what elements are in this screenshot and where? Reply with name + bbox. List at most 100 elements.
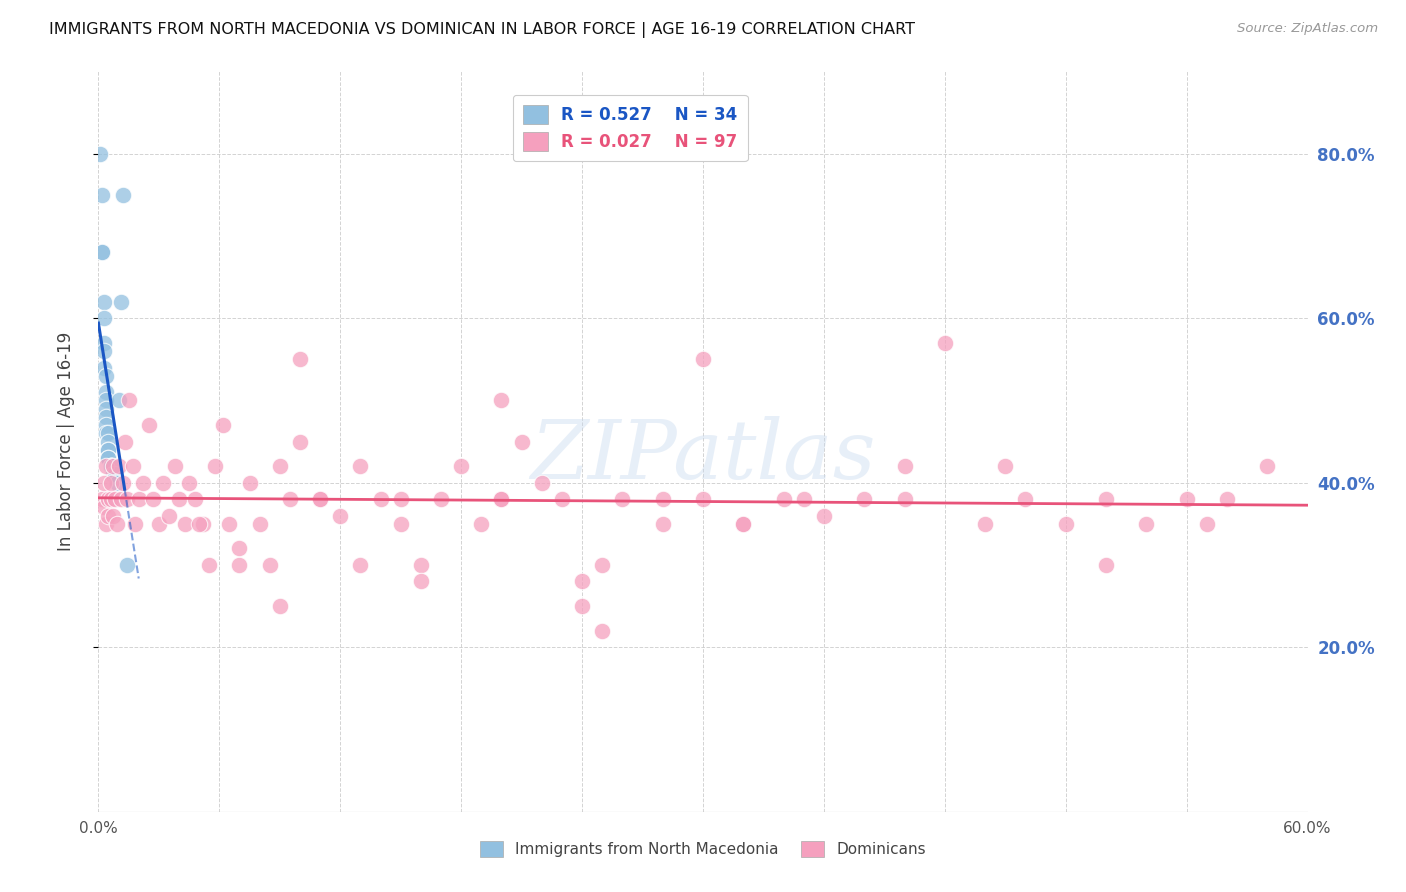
Point <box>571 574 593 589</box>
Point <box>813 508 835 523</box>
Point <box>124 516 146 531</box>
Point <box>612 492 634 507</box>
Point <box>389 492 412 507</box>
Point <box>239 475 262 490</box>
Point <box>228 541 250 556</box>
Point <box>571 599 593 613</box>
Point <box>96 393 118 408</box>
Point <box>100 459 122 474</box>
Point <box>329 508 352 523</box>
Point <box>491 492 513 507</box>
Point <box>93 335 115 350</box>
Point <box>115 558 138 572</box>
Point <box>128 492 150 507</box>
Point <box>389 516 412 531</box>
Point <box>138 418 160 433</box>
Point <box>105 516 128 531</box>
Point <box>121 459 143 474</box>
Point <box>193 516 215 531</box>
Point <box>228 558 250 572</box>
Point <box>100 459 122 474</box>
Point <box>163 459 186 474</box>
Point <box>450 459 472 474</box>
Legend: Immigrants from North Macedonia, Dominicans: Immigrants from North Macedonia, Dominic… <box>474 834 932 863</box>
Point <box>96 409 118 424</box>
Point <box>93 294 115 309</box>
Point <box>204 459 226 474</box>
Point <box>101 467 124 482</box>
Point <box>491 393 513 408</box>
Point <box>278 492 301 507</box>
Point <box>249 516 271 531</box>
Point <box>733 516 755 531</box>
Point <box>349 459 371 474</box>
Point <box>96 459 118 474</box>
Point <box>1095 492 1118 507</box>
Point <box>107 459 129 474</box>
Y-axis label: In Labor Force | Age 16-19: In Labor Force | Age 16-19 <box>56 332 75 551</box>
Point <box>470 516 492 531</box>
Point <box>142 492 165 507</box>
Point <box>651 492 673 507</box>
Point <box>259 558 281 572</box>
Point <box>105 475 128 490</box>
Point <box>269 459 291 474</box>
Point <box>103 492 125 507</box>
Point <box>1175 492 1198 507</box>
Point <box>114 434 136 449</box>
Point <box>551 492 574 507</box>
Point <box>96 516 118 531</box>
Text: ZIPatlas: ZIPatlas <box>530 417 876 496</box>
Point <box>430 492 453 507</box>
Point <box>157 508 180 523</box>
Point <box>184 492 207 507</box>
Point <box>111 475 134 490</box>
Point <box>409 558 432 572</box>
Point <box>91 187 114 202</box>
Point <box>96 368 118 383</box>
Point <box>91 245 114 260</box>
Point <box>103 467 125 482</box>
Point <box>853 492 876 507</box>
Point <box>93 475 115 490</box>
Point <box>1256 459 1278 474</box>
Point <box>97 426 120 441</box>
Point <box>100 459 122 474</box>
Point <box>288 434 311 449</box>
Point <box>1195 516 1218 531</box>
Point <box>91 492 114 507</box>
Point <box>409 574 432 589</box>
Point <box>651 516 673 531</box>
Point <box>692 492 714 507</box>
Point <box>288 352 311 367</box>
Point <box>309 492 332 507</box>
Point <box>212 418 235 433</box>
Point <box>994 459 1017 474</box>
Point <box>349 558 371 572</box>
Point <box>793 492 815 507</box>
Point <box>132 475 155 490</box>
Point <box>97 450 120 465</box>
Point <box>101 508 124 523</box>
Point <box>167 492 190 507</box>
Point <box>96 418 118 433</box>
Point <box>96 401 118 416</box>
Point <box>530 475 553 490</box>
Point <box>97 450 120 465</box>
Point <box>93 311 115 326</box>
Point <box>188 516 211 531</box>
Point <box>269 599 291 613</box>
Point <box>491 492 513 507</box>
Point <box>179 475 201 490</box>
Point <box>591 624 613 638</box>
Point <box>591 558 613 572</box>
Point <box>148 516 170 531</box>
Point <box>1095 558 1118 572</box>
Point <box>93 344 115 359</box>
Point <box>100 459 122 474</box>
Point <box>510 434 533 449</box>
Point <box>91 245 114 260</box>
Point <box>110 492 132 507</box>
Point <box>174 516 197 531</box>
Point <box>772 492 794 507</box>
